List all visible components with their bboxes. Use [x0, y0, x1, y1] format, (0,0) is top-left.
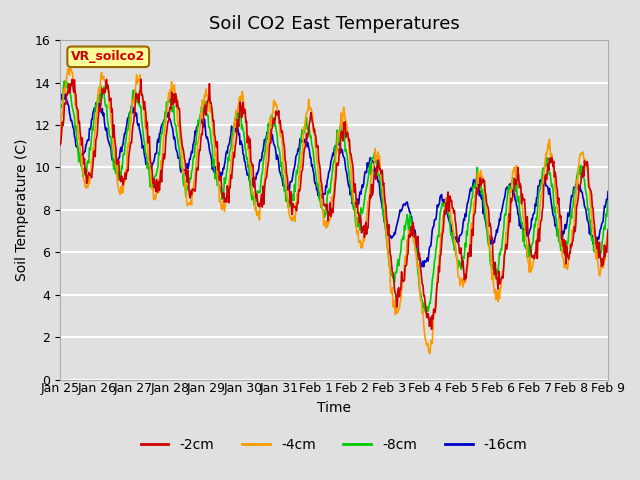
X-axis label: Time: Time [317, 401, 351, 415]
Legend: -2cm, -4cm, -8cm, -16cm: -2cm, -4cm, -8cm, -16cm [135, 432, 533, 457]
Title: Soil CO2 East Temperatures: Soil CO2 East Temperatures [209, 15, 460, 33]
Text: VR_soilco2: VR_soilco2 [71, 50, 145, 63]
Y-axis label: Soil Temperature (C): Soil Temperature (C) [15, 139, 29, 281]
